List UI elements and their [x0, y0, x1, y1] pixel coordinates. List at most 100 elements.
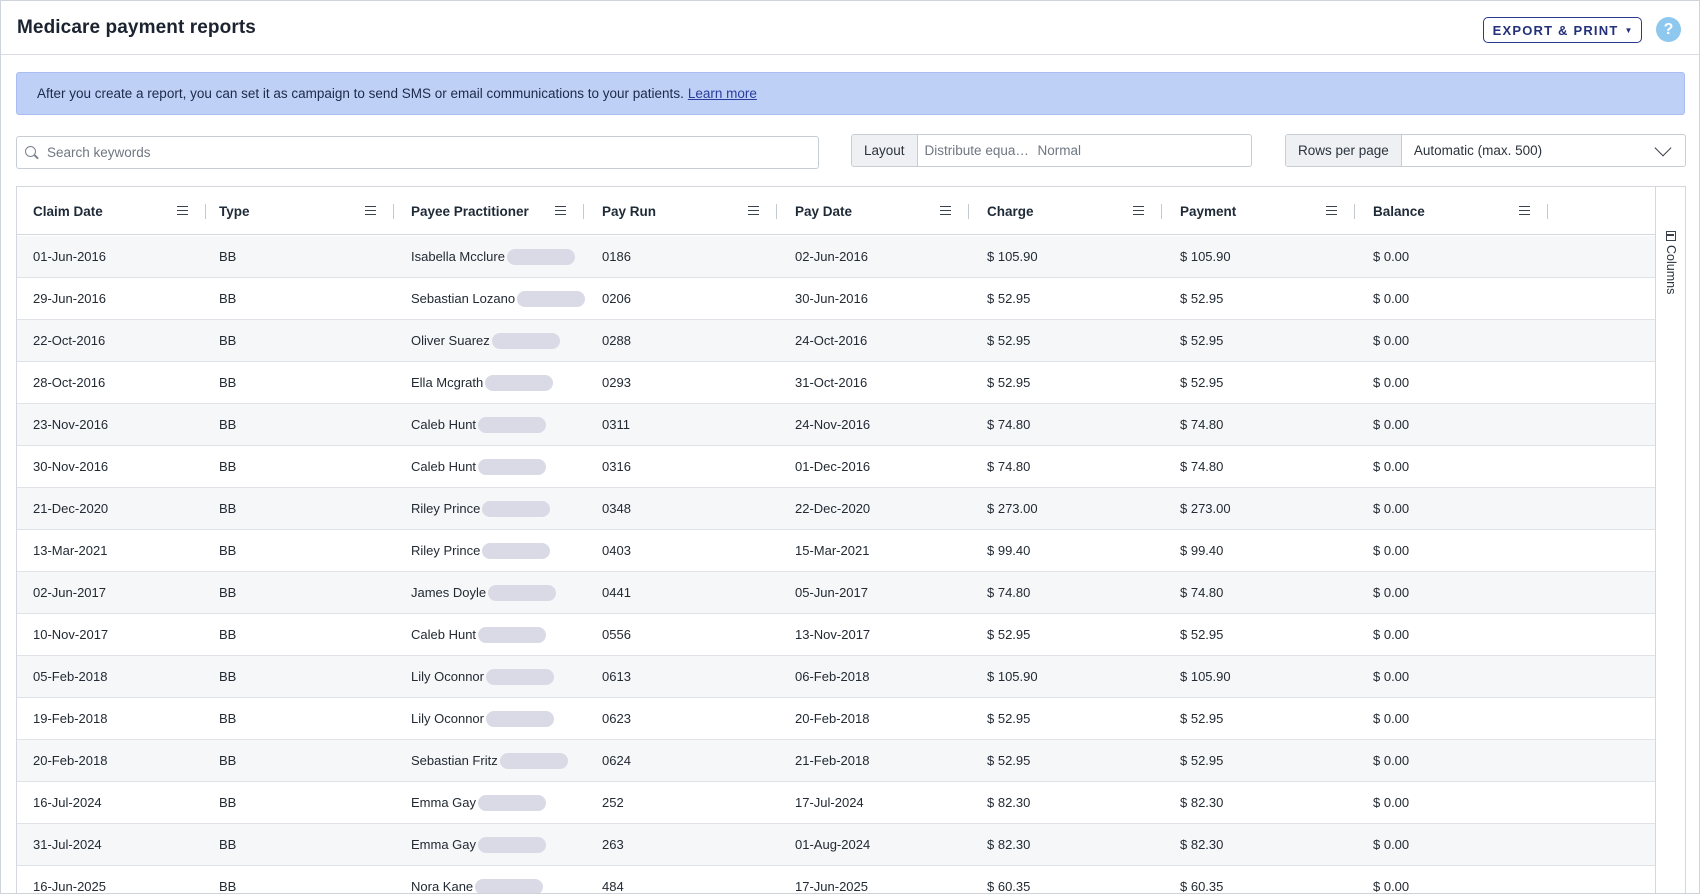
column-menu-icon[interactable]	[940, 206, 951, 215]
column-menu-icon[interactable]	[365, 206, 376, 215]
cell-value: $ 0.00	[1373, 417, 1410, 432]
cell-value: James Doyle	[411, 585, 487, 600]
rows-per-page-select[interactable]: Rows per page Automatic (max. 500)	[1285, 134, 1686, 167]
table-cell: 24-Oct-2016	[795, 320, 867, 361]
cell-value: Caleb Hunt	[411, 459, 477, 474]
column-menu-icon[interactable]	[1519, 206, 1530, 215]
table-cell: 0293	[602, 362, 631, 403]
table-row[interactable]: 16-Jul-2024 BB Emma Gay 252 17-Jul-2024 $ 82.…	[17, 782, 1655, 824]
cell-value: 16-Jul-2024	[33, 795, 102, 810]
table-cell: 484	[602, 866, 624, 893]
cell-value: $ 273.00	[987, 501, 1038, 516]
chevron-down-icon[interactable]	[1654, 139, 1672, 156]
layout-density-value[interactable]: Normal	[1037, 143, 1082, 158]
table-cell: $ 52.95	[987, 278, 1030, 319]
column-header-label: Payment	[1180, 203, 1237, 219]
table-cell: $ 52.95	[1180, 362, 1223, 403]
redacted-id-badge	[485, 668, 554, 685]
table-row[interactable]: 05-Feb-2018 BB Lily Oconnor 0613 06-Feb-2018…	[17, 656, 1655, 698]
column-header[interactable]: Type	[219, 187, 394, 235]
cell-value: 17-Jun-2025	[795, 879, 868, 894]
table-row[interactable]: 21-Dec-2020 BB Riley Prince 0348 22-Dec-2020…	[17, 488, 1655, 530]
cell-value: $ 82.30	[1180, 837, 1224, 852]
column-header[interactable]: Claim Date	[33, 187, 206, 235]
table-cell: $ 74.80	[1180, 404, 1223, 445]
column-menu-icon[interactable]	[1326, 206, 1337, 215]
layout-distribute-value[interactable]: Distribute equally to fit	[924, 143, 1030, 158]
columns-label: Columns	[1664, 245, 1678, 295]
cell-value: $ 0.00	[1373, 627, 1410, 642]
column-header[interactable]: Payee Practitioner	[411, 187, 584, 235]
table-cell: $ 0.00	[1373, 236, 1409, 277]
table-cell: Ella Mcgrath	[411, 362, 554, 403]
column-resize-handle[interactable]	[776, 204, 777, 219]
cell-value: $ 52.95	[1180, 753, 1224, 768]
table-row[interactable]: 30-Nov-2016 BB Caleb Hunt 0316 01-Dec-2016 $ …	[17, 446, 1655, 488]
column-header[interactable]: Pay Date	[795, 187, 969, 235]
table-row[interactable]: 22-Oct-2016 BB Oliver Suarez 0288 24-Oct-201…	[17, 320, 1655, 362]
table-cell: 17-Jun-2025	[795, 866, 868, 894]
column-menu-icon[interactable]	[177, 206, 188, 215]
redacted-id-badge	[506, 248, 575, 265]
column-header-label: Claim Date	[33, 203, 103, 219]
columns-panel-toggle[interactable]: Columns	[1664, 231, 1678, 294]
table-cell: $ 60.35	[987, 866, 1031, 894]
layout-control[interactable]: Layout Distribute equally to fit Normal	[851, 134, 1252, 167]
table-cell: BB	[219, 656, 236, 697]
table-row[interactable]: 16-Jun-2025 BB Nora Kane 484 17-Jun-2025 $ 60…	[17, 866, 1655, 894]
table-cell: 16-Jul-2024	[33, 782, 102, 823]
column-header[interactable]: Payment	[1180, 187, 1355, 235]
table-cell: 263	[602, 824, 624, 865]
table-cell: $ 105.90	[987, 656, 1038, 697]
column-resize-handle[interactable]	[968, 204, 969, 219]
column-menu-icon[interactable]	[748, 206, 759, 215]
redacted-id-badge	[478, 416, 547, 433]
table-cell: $ 0.00	[1373, 782, 1409, 823]
rows-per-page-value[interactable]: Automatic (max. 500)	[1413, 143, 1543, 158]
column-resize-handle[interactable]	[1354, 204, 1355, 219]
column-header[interactable]: Charge	[987, 187, 1162, 235]
search-input[interactable]	[47, 145, 807, 160]
table-row[interactable]: 19-Feb-2018 BB Lily Oconnor 0623 20-Feb-2018…	[17, 698, 1655, 740]
table-row[interactable]: 20-Feb-2018 BB Sebastian Fritz 0624 21-Feb-2…	[17, 740, 1655, 782]
table-cell: $ 0.00	[1373, 320, 1409, 361]
table-cell: $ 0.00	[1373, 446, 1409, 487]
table-cell: 06-Feb-2018	[795, 656, 869, 697]
column-menu-icon[interactable]	[1133, 206, 1144, 215]
cell-value: $ 105.90	[987, 669, 1038, 684]
column-resize-handle[interactable]	[1547, 204, 1548, 219]
cell-value: 0316	[602, 459, 631, 474]
column-header[interactable]: Balance	[1373, 187, 1548, 235]
column-resize-handle[interactable]	[205, 204, 206, 219]
table-row[interactable]: 13-Mar-2021 BB Riley Prince 0403 15-Mar-2021…	[17, 530, 1655, 572]
cell-value: $ 0.00	[1373, 795, 1410, 810]
cell-value: $ 60.35	[987, 879, 1031, 894]
table-row[interactable]: 10-Nov-2017 BB Caleb Hunt 0556 13-Nov-2017 $ …	[17, 614, 1655, 656]
export-print-button[interactable]: EXPORT & PRINT ▼	[1483, 17, 1642, 43]
table-row[interactable]: 01-Jun-2016 BB Isabella Mcclure 0186 02-Jun-…	[17, 236, 1655, 278]
table-row[interactable]: 31-Jul-2024 BB Emma Gay 263 01-Aug-2024 $ 82.…	[17, 824, 1655, 866]
learn-more-link[interactable]: Learn more	[687, 86, 757, 101]
redacted-id-badge	[478, 794, 547, 811]
cell-value: $ 74.80	[1180, 417, 1224, 432]
table-cell: Caleb Hunt	[411, 614, 547, 655]
payments-table: Claim Date Type Payee Practitioner Pay Run P…	[16, 186, 1686, 894]
table-cell: 0623	[602, 698, 631, 739]
banner-text: After you create a report, you can set i…	[37, 86, 684, 101]
help-button[interactable]: ?	[1656, 17, 1681, 42]
redacted-id-badge	[517, 290, 586, 307]
column-header[interactable]: Pay Run	[602, 187, 777, 235]
column-resize-handle[interactable]	[393, 204, 394, 219]
table-row[interactable]: 23-Nov-2016 BB Caleb Hunt 0311 24-Nov-2016 $ …	[17, 404, 1655, 446]
table-row[interactable]: 02-Jun-2017 BB James Doyle 0441 05-Jun-2017 $…	[17, 572, 1655, 614]
table-row[interactable]: 28-Oct-2016 BB Ella Mcgrath 0293 31-Oct-2016…	[17, 362, 1655, 404]
table-row[interactable]: 29-Jun-2016 BB Sebastian Lozano 0206 30-Jun-…	[17, 278, 1655, 320]
table-cell: $ 74.80	[987, 404, 1030, 445]
table-cell: 22-Oct-2016	[33, 320, 105, 361]
column-resize-handle[interactable]	[583, 204, 584, 219]
table-cell: 28-Oct-2016	[33, 362, 105, 403]
column-menu-icon[interactable]	[555, 206, 566, 215]
column-resize-handle[interactable]	[1161, 204, 1162, 219]
table-cell: 02-Jun-2017	[33, 572, 106, 613]
table-cell: $ 0.00	[1373, 572, 1409, 613]
